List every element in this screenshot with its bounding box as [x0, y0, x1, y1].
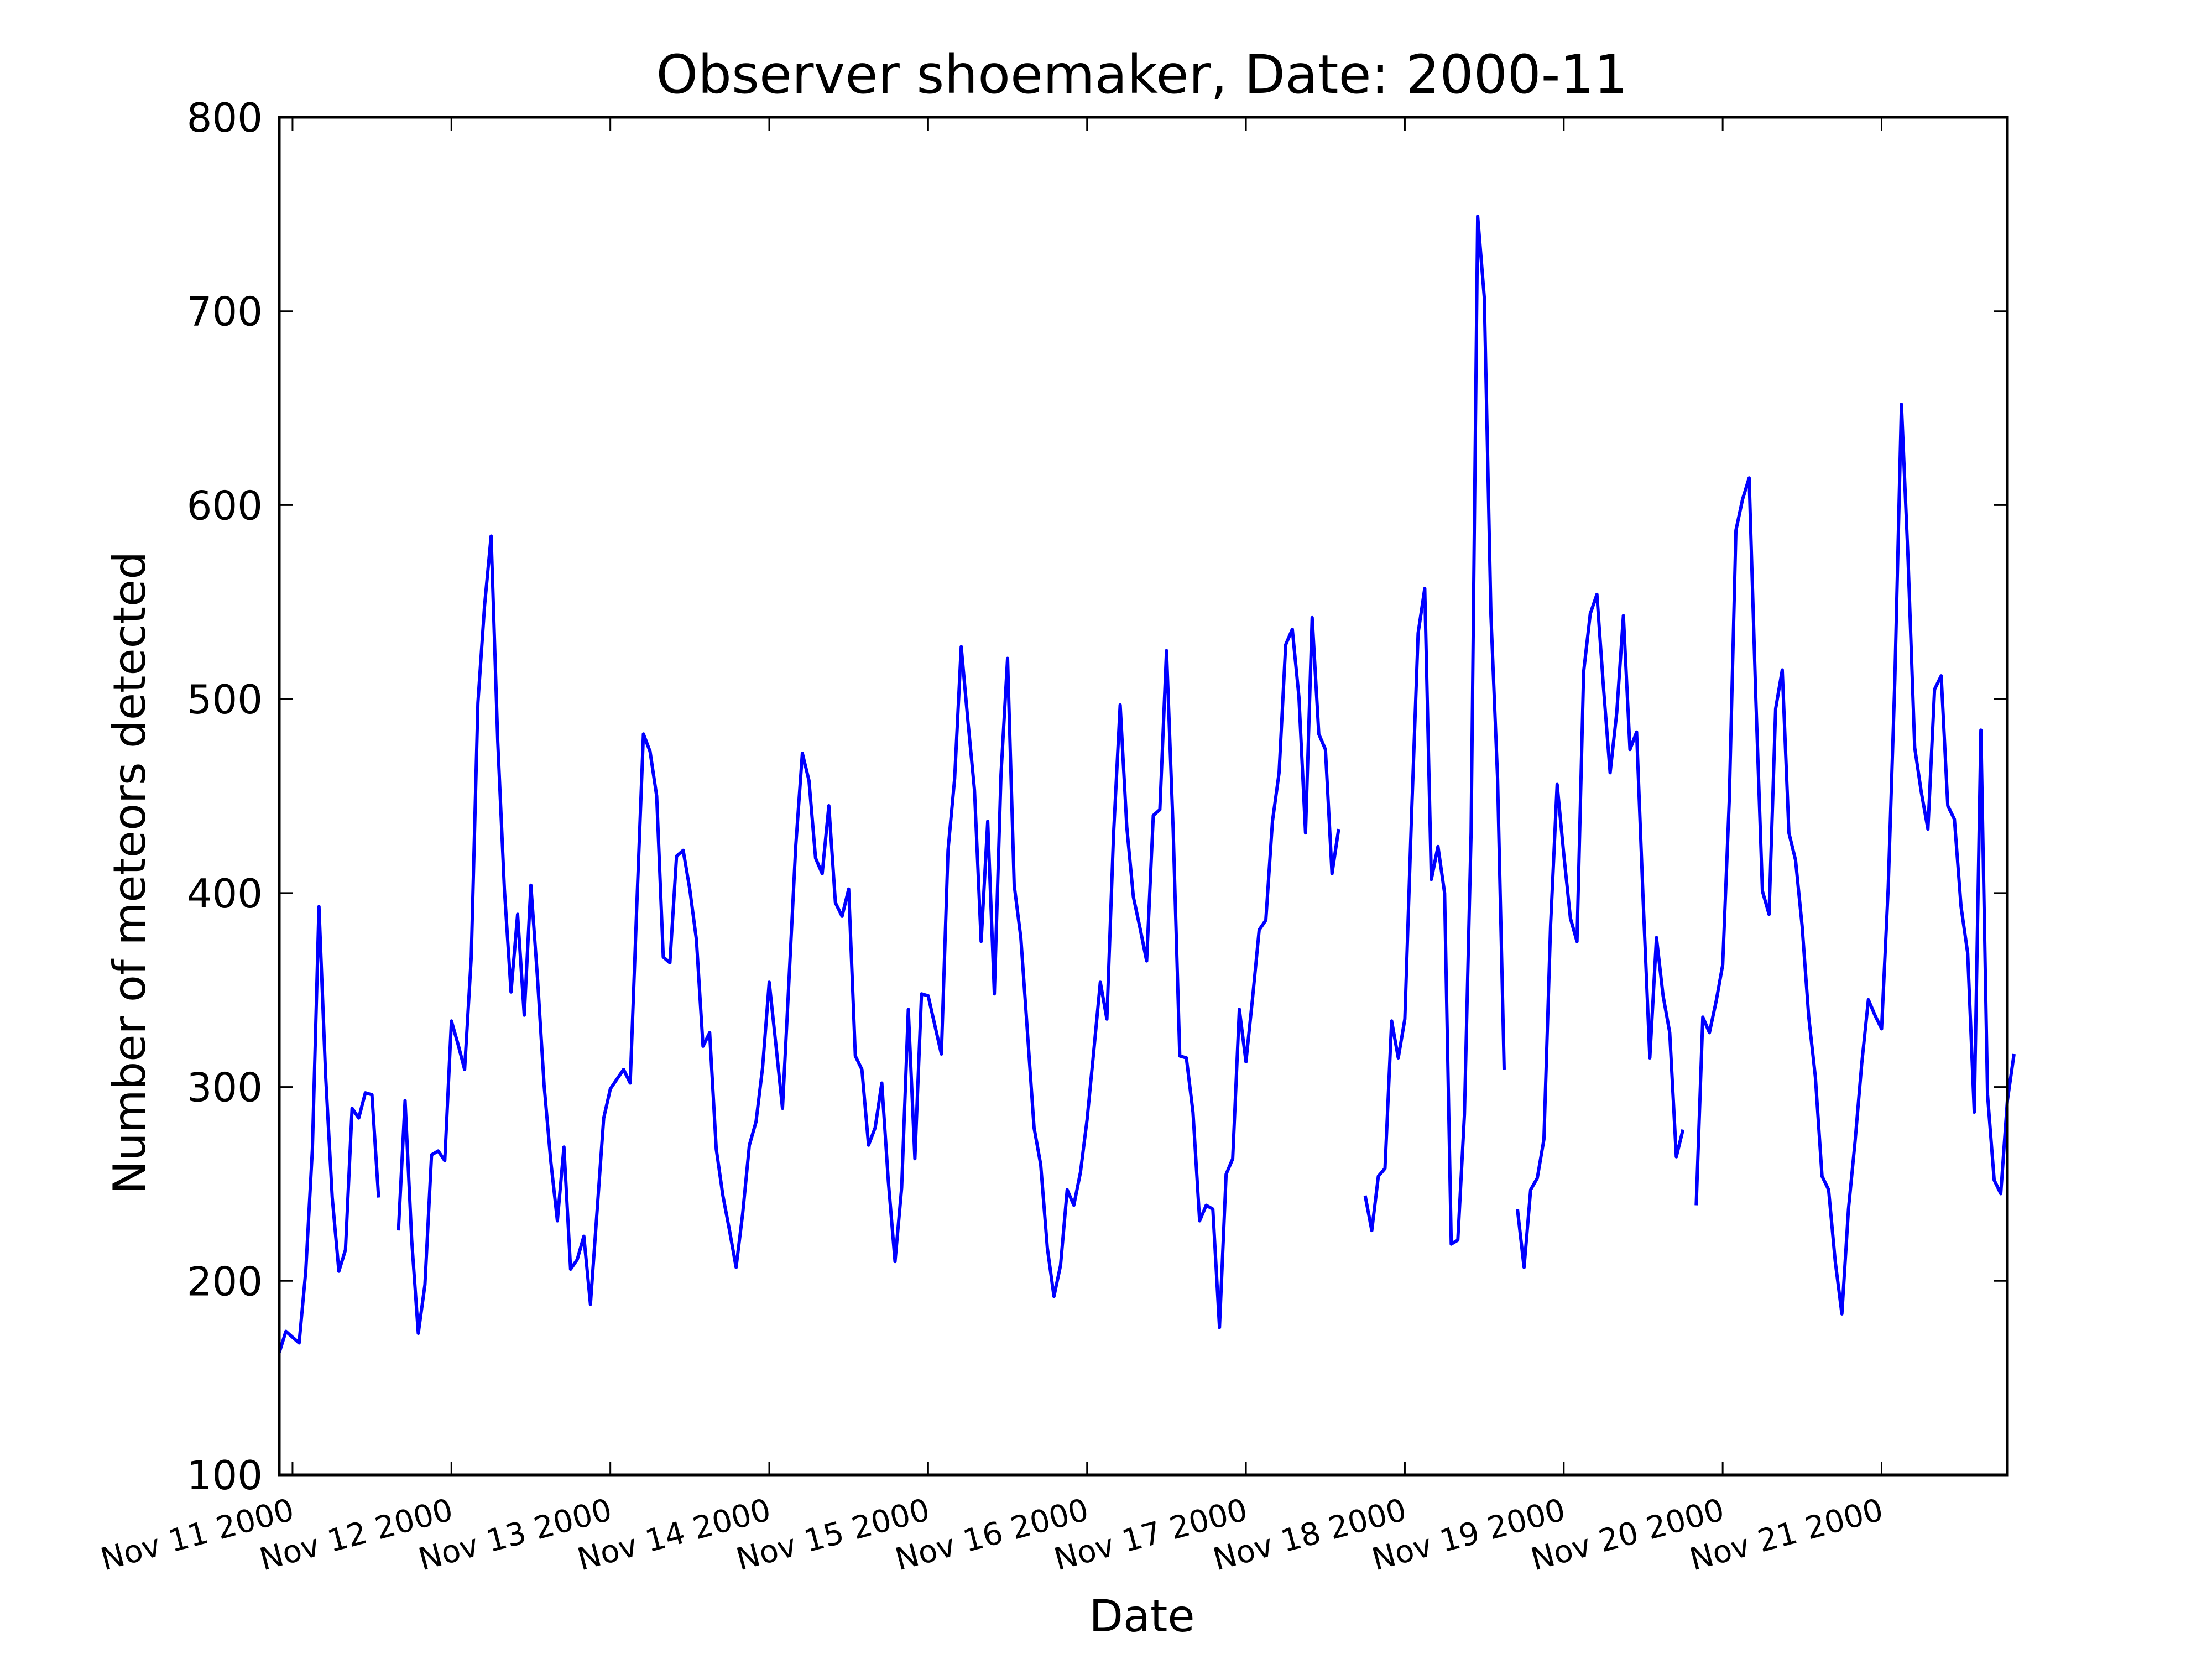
x-axis-label: Date [1089, 1590, 1194, 1642]
series-line-segment [1516, 592, 1685, 1269]
series-line-segment [397, 534, 1340, 1335]
y-tick-label: 100 [187, 1452, 263, 1499]
plot-frame [278, 116, 2009, 1477]
series-line-segment [1363, 214, 1506, 1246]
y-axis: 100 200 300 400 500 600 700 800 [187, 95, 2007, 1499]
y-tick-label: 700 [187, 289, 263, 335]
y-tick-label: 800 [187, 95, 263, 141]
y-tick-label: 600 [187, 482, 263, 529]
y-tick-label: 200 [187, 1258, 263, 1305]
chart-title: Observer shoemaker, Date: 2000-11 [656, 44, 1627, 106]
series-line-segment [278, 905, 380, 1353]
y-tick-label: 500 [187, 676, 263, 723]
y-axis-label: Number of meteors detected [104, 551, 155, 1194]
series-line-segment [1694, 403, 2016, 1316]
y-tick-label: 300 [187, 1065, 263, 1111]
plot-area [278, 214, 2016, 1353]
y-tick-label: 400 [187, 870, 263, 917]
